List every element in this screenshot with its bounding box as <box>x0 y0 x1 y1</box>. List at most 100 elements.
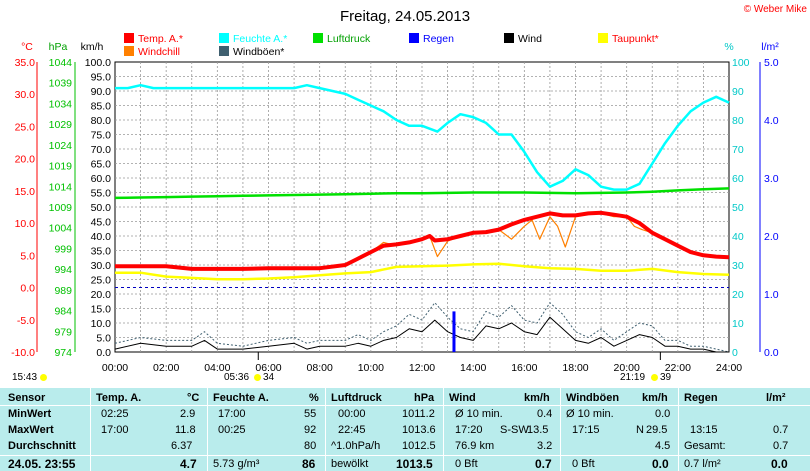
unit-c: °C <box>21 41 33 53</box>
tick-hpa: 994 <box>54 264 72 276</box>
feuchte-now-extra: 5.73 g/m³ <box>213 458 260 470</box>
hdr-regen: Regen <box>684 392 718 404</box>
sunset-az: 39 <box>660 372 672 383</box>
tick-kmh: 100.0 <box>85 57 111 69</box>
regen-max-time: 13:15 <box>690 424 718 436</box>
boeen-now: 0.0 <box>652 457 669 471</box>
chart-title: Freitag, 24.05.2013 <box>340 8 470 25</box>
tick-pct: 100 <box>732 57 750 69</box>
temp-min-time: 02:25 <box>101 408 129 420</box>
unit-lm2: l/m² <box>761 41 779 53</box>
tick-hpa: 1014 <box>49 181 73 193</box>
hdr-feuchte: Feuchte A. <box>213 392 269 404</box>
tick-temp: 25.0 <box>15 121 36 133</box>
tick-lm2: 3.0 <box>764 173 779 185</box>
tick-time: 14:00 <box>460 362 486 374</box>
feuchte-now: 86 <box>302 457 316 471</box>
tick-kmh: 15.0 <box>91 304 112 316</box>
hdr-sensor: Sensor <box>8 392 46 404</box>
legend-swatch-temp <box>124 33 134 43</box>
tick-kmh: 95.0 <box>91 72 112 84</box>
hdr-feuchte-unit: % <box>309 392 319 404</box>
hdr-temp: Temp. A. <box>96 392 142 404</box>
row-max: MaxWert <box>8 424 54 436</box>
tick-pct: 40 <box>732 231 744 243</box>
tick-pct: 80 <box>732 115 744 127</box>
tick-kmh: 25.0 <box>91 275 112 287</box>
tick-pct: 0 <box>732 347 738 359</box>
tick-hpa: 1004 <box>49 223 73 235</box>
tick-kmh: 40.0 <box>91 231 112 243</box>
legend-swatch-feuchte <box>219 33 229 43</box>
wind-min-label: Ø 10 min. <box>455 408 503 420</box>
series-luftdruck <box>114 187 730 200</box>
tick-temp: -5.0 <box>17 315 35 327</box>
unit-hpa: hPa <box>49 41 68 53</box>
feuchte-avg: 80 <box>304 440 317 452</box>
tick-pct: 20 <box>732 289 744 301</box>
wind-bft: 0 Bft <box>455 458 478 470</box>
tick-hpa: 989 <box>54 285 72 297</box>
sun-info-row: 15:43 05:36 34 21:19 39 <box>0 370 810 388</box>
legend-regen: Regen <box>423 33 454 45</box>
tick-kmh: 5.0 <box>96 333 111 345</box>
feuchte-min: 55 <box>304 408 317 420</box>
tick-hpa: 974 <box>54 347 72 359</box>
regen-max: 0.7 <box>773 424 789 436</box>
unit-kmh: km/h <box>81 41 104 53</box>
series-taupunkt <box>115 262 730 281</box>
temp-max-time: 17:00 <box>101 424 129 436</box>
sunrise-time: 05:36 <box>224 372 250 383</box>
wind-max: 13.5 <box>527 424 549 436</box>
wind-min: 0.4 <box>537 408 553 420</box>
series-feuchte-a <box>115 83 730 191</box>
tick-lm2: 0.0 <box>764 347 779 359</box>
tick-time: 16:00 <box>511 362 537 374</box>
legend-windchill: Windchill <box>138 46 180 58</box>
boeen-min: 0.0 <box>655 408 671 420</box>
luftdruck-weather: bewölkt <box>331 458 369 470</box>
hdr-regen-unit: l/m² <box>766 392 786 404</box>
hdr-luftdruck-unit: hPa <box>414 392 435 404</box>
wind-now: 0.7 <box>535 457 552 471</box>
hdr-luftdruck: Luftdruck <box>331 392 382 404</box>
regen-total-label: Gesamt: <box>684 440 726 452</box>
tick-hpa: 1009 <box>49 202 73 214</box>
tick-lm2: 5.0 <box>764 57 779 69</box>
feuchte-max-time: 00:25 <box>218 424 246 436</box>
legend-swatch-taupunkt <box>598 33 608 43</box>
boeen-avg: 4.5 <box>655 440 671 452</box>
tick-time: 24:00 <box>716 362 742 374</box>
feuchte-max: 92 <box>304 424 317 436</box>
row-avg: Durchschnitt <box>8 440 76 452</box>
sun-left-time: 15:43 <box>12 372 38 383</box>
tick-kmh: 85.0 <box>91 101 112 113</box>
tick-time: 08:00 <box>307 362 333 374</box>
regen-total: 0.7 <box>773 440 789 452</box>
luftdruck-max: 1013.6 <box>402 424 436 436</box>
tick-temp: 5.0 <box>20 250 35 262</box>
hdr-boeen: Windböen <box>566 392 620 404</box>
chart-series <box>114 83 730 353</box>
tick-kmh: 30.0 <box>91 260 112 272</box>
luftdruck-avg: 1012.5 <box>402 440 436 452</box>
unit-pct: % <box>724 41 733 53</box>
regen-now-label: 0.7 l/m² <box>684 458 721 470</box>
row-now: 24.05. 23:55 <box>8 457 76 471</box>
tick-hpa: 1019 <box>49 161 73 173</box>
tick-time: 18:00 <box>562 362 588 374</box>
tick-kmh: 70.0 <box>91 144 112 156</box>
tick-kmh: 20.0 <box>91 289 112 301</box>
luftdruck-min-time: 00:00 <box>338 408 366 420</box>
tick-kmh: 90.0 <box>91 86 112 98</box>
tick-time: 12:00 <box>409 362 435 374</box>
tick-lm2: 4.0 <box>764 115 779 127</box>
sunrise-icon <box>254 374 261 381</box>
tick-time: 00:00 <box>102 362 128 374</box>
wind-max-time: 17:20 <box>455 424 483 436</box>
series-windb-en <box>114 302 730 353</box>
sunset-time: 21:19 <box>620 372 646 383</box>
luftdruck-min: 1011.2 <box>402 408 435 420</box>
legend-swatch-luftdruck <box>313 33 323 43</box>
tick-pct: 30 <box>732 260 744 272</box>
